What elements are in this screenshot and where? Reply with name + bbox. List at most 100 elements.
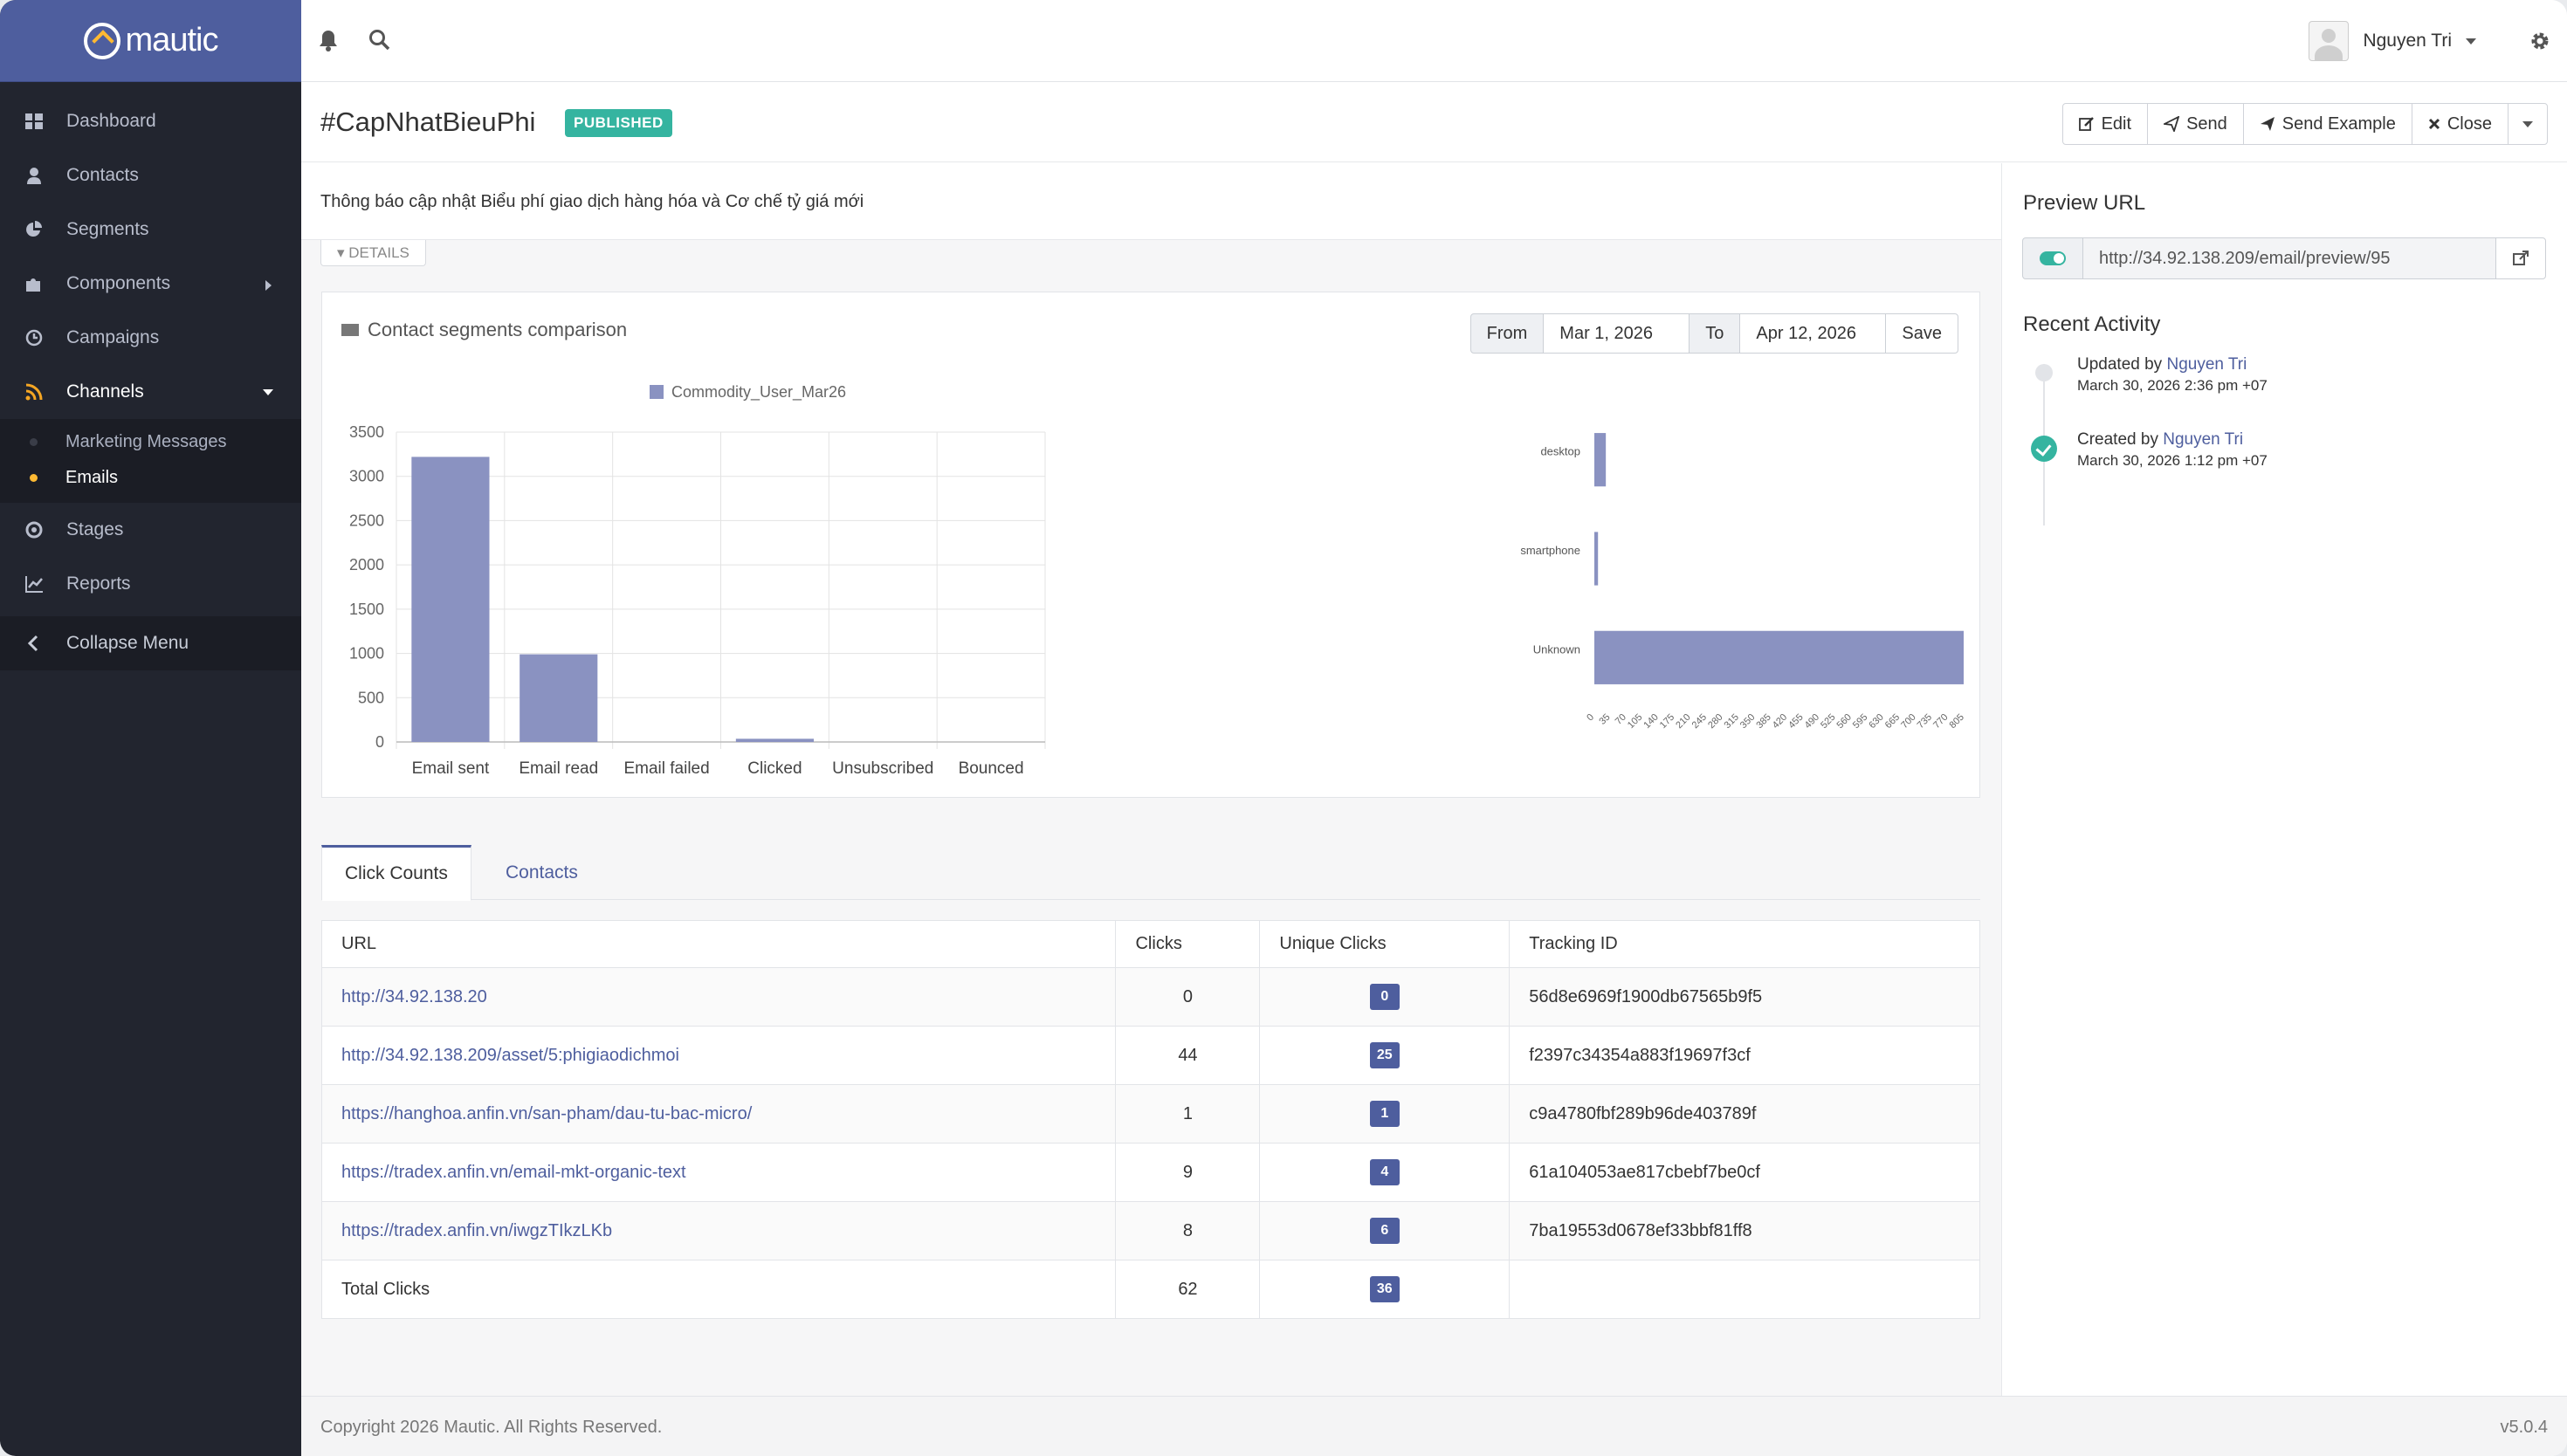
details-toggle[interactable]: ▾ DETAILS [320,240,426,266]
sidebar-item-components[interactable]: Components [0,257,301,311]
open-preview-button[interactable] [2495,237,2546,279]
tracking-id-cell: 56d8e6969f1900db67565b9f5 [1509,967,1980,1027]
total-tracking-cell [1509,1260,1980,1319]
close-button[interactable]: Close [2411,103,2509,145]
x-tick-label: 630 [1867,712,1885,731]
url-link[interactable]: https://hanghoa.anfin.vn/san-pham/dau-tu… [341,1103,753,1123]
save-button[interactable]: Save [1885,313,1958,354]
x-tick-label: 490 [1803,712,1821,731]
user-name: Nguyen Tri [2363,31,2452,51]
sidebar-item-segments[interactable]: Segments [0,203,301,257]
y-tick-label: 500 [358,689,384,706]
x-tick-label: 700 [1899,712,1917,731]
brand[interactable]: mautic [0,0,301,82]
url-link[interactable]: http://34.92.138.20 [341,986,487,1006]
clock-icon [25,329,43,347]
edit-button[interactable]: Edit [2061,103,2149,145]
sidebar-item-contacts[interactable]: Contacts [0,148,301,203]
count-badge: 0 [1369,984,1400,1010]
sidebar-item-label: Campaigns [66,327,160,347]
user-icon [27,168,41,184]
x-tick-label: 315 [1723,712,1741,731]
preview-url-input[interactable]: http://34.92.138.209/email/preview/95 [2082,237,2496,279]
preview-url-title: Preview URL [2023,191,2146,215]
to-label: To [1689,313,1741,354]
sidebar-item-label: Contacts [66,165,139,185]
table-row: https://tradex.anfin.vn/iwgzTIkzLKb 8 6 … [320,1201,1980,1260]
count-badge: 6 [1369,1218,1400,1244]
sidebar-item-label: Reports [66,573,131,594]
column-header-url: URL [320,920,1117,968]
sidebar-subitem-emails[interactable]: Emails [0,460,301,496]
tab-click-counts[interactable]: Click Counts [321,845,471,901]
gear-icon[interactable] [2529,30,2551,52]
chart-panel-title: Contact segments comparison [341,319,627,341]
external-link-icon [2513,251,2529,265]
url-cell: https://hanghoa.anfin.vn/san-pham/dau-tu… [320,1084,1117,1144]
dashboard-icon [25,113,43,129]
unique-clicks-cell: 25 [1259,1026,1511,1085]
sidebar-item-reports[interactable]: Reports [0,557,301,611]
url-link[interactable]: https://tradex.anfin.vn/iwgzTIkzLKb [341,1220,613,1240]
table-row: https://tradex.anfin.vn/email-mkt-organi… [320,1143,1980,1202]
preview-toggle[interactable] [2022,237,2083,279]
tab-contacts[interactable]: Contacts [506,862,578,883]
y-tick-label: 3000 [349,468,384,485]
sidebar-item-dashboard[interactable]: Dashboard [0,94,301,148]
toggle-icon [2040,251,2066,265]
check-circle-icon [2031,436,2057,462]
right-panel: Preview URL http://34.92.138.209/email/p… [2001,163,2567,1396]
unique-clicks-cell: 1 [1259,1084,1511,1144]
x-tick-label: 805 [1948,712,1964,731]
sidebar-item-channels[interactable]: Channels [0,365,301,419]
pencil-icon [2078,117,2094,131]
to-date-input[interactable]: Apr 12, 2026 [1739,313,1887,354]
brand-name: mautic [125,22,219,58]
x-tick-label: Email sent [412,759,490,778]
x-tick-label: Clicked [747,759,802,778]
bar [1594,433,1607,487]
user-menu[interactable]: Nguyen Tri [2309,21,2476,61]
x-tick-label: 735 [1916,712,1934,731]
more-actions-button[interactable] [2508,103,2548,145]
y-tick-label: Unknown [1533,642,1580,656]
chart-panel-title-text: Contact segments comparison [368,319,628,340]
bullet-icon [30,438,38,446]
sidebar-item-label: Stages [66,519,124,539]
search-icon[interactable] [368,28,392,52]
activity-time: March 30, 2026 1:12 pm +07 [2077,452,2268,469]
caret-down-icon [2466,38,2476,45]
url-cell: http://34.92.138.209/asset/5:phigiaodich… [320,1026,1117,1085]
send-example-button[interactable]: Send Example [2242,103,2412,145]
recent-activity-title: Recent Activity [2023,312,2161,336]
main-content: Thông báo cập nhật Biểu phí giao dịch hà… [301,163,2001,1396]
sidebar-item-stages[interactable]: Stages [0,503,301,557]
url-cell: https://tradex.anfin.vn/iwgzTIkzLKb [320,1201,1117,1260]
total-clicks-cell: 62 [1115,1260,1261,1319]
send-button[interactable]: Send [2147,103,2244,145]
from-label: From [1469,313,1545,354]
activity-user-link[interactable]: Nguyen Tri [2166,355,2247,374]
email-description: Thông báo cập nhật Biểu phí giao dịch hà… [301,163,2001,240]
url-link[interactable]: http://34.92.138.209/asset/5:phigiaodich… [341,1045,679,1065]
x-tick-label: 175 [1658,712,1676,731]
x-tick-label: 245 [1690,712,1709,731]
activity-action: Updated by [2077,355,2163,374]
paper-plane-icon [2164,116,2180,132]
chart-panel: Contact segments comparison From Mar 1, … [321,292,1980,798]
sidebar-item-label: Channels [66,381,144,402]
version-text: v5.0.4 [2500,1418,2548,1437]
puzzle-icon [26,278,40,292]
url-link[interactable]: https://tradex.anfin.vn/email-mkt-organi… [341,1162,686,1182]
activity-user-link[interactable]: Nguyen Tri [2163,430,2244,449]
collapse-menu-button[interactable]: Collapse Menu [0,616,301,670]
paper-plane-filled-icon [2260,117,2275,131]
bell-icon[interactable] [316,28,341,52]
from-date-input[interactable]: Mar 1, 2026 [1543,313,1690,354]
total-label-cell: Total Clicks [320,1260,1117,1319]
sidebar-subitem-marketing-messages[interactable]: Marketing Messages [0,424,301,460]
x-tick-label: 525 [1819,712,1837,731]
y-tick-label: desktop [1540,445,1580,458]
sidebar-item-campaigns[interactable]: Campaigns [0,311,301,365]
